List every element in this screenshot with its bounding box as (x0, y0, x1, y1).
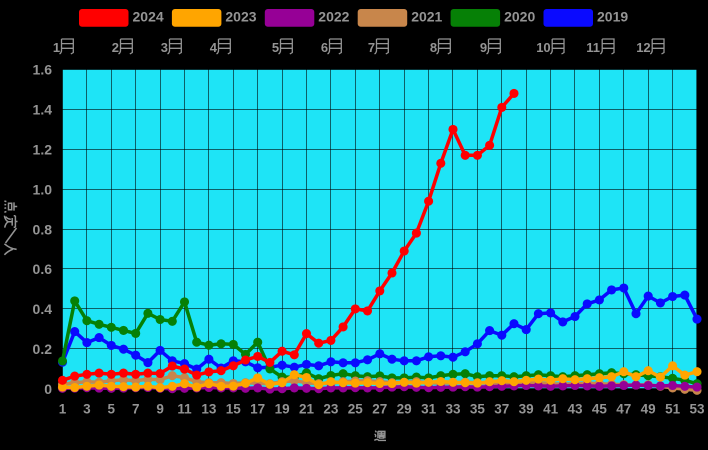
svg-text:0.4: 0.4 (33, 301, 53, 317)
svg-text:1.6: 1.6 (33, 62, 53, 78)
svg-text:35: 35 (470, 401, 486, 416)
svg-text:49: 49 (641, 401, 656, 416)
svg-text:5: 5 (272, 40, 279, 55)
svg-text:25: 25 (348, 401, 364, 416)
svg-text:41: 41 (543, 401, 559, 416)
svg-text:33: 33 (445, 401, 461, 416)
svg-text:7: 7 (368, 40, 375, 55)
svg-text:3: 3 (161, 40, 168, 55)
svg-text:27: 27 (372, 401, 387, 416)
svg-text:39: 39 (519, 401, 534, 416)
svg-text:5: 5 (108, 401, 116, 416)
svg-text:43: 43 (567, 401, 583, 416)
svg-text:1: 1 (53, 40, 60, 55)
svg-text:1.4: 1.4 (33, 102, 53, 118)
svg-text:47: 47 (616, 401, 631, 416)
svg-text:17: 17 (250, 401, 265, 416)
svg-text:21: 21 (299, 401, 315, 416)
svg-text:23: 23 (323, 401, 339, 416)
svg-text:8: 8 (430, 40, 437, 55)
svg-text:0: 0 (44, 381, 52, 397)
svg-text:12: 12 (636, 40, 650, 55)
svg-text:31: 31 (421, 401, 437, 416)
svg-text:10: 10 (536, 40, 550, 55)
svg-text:29: 29 (397, 401, 412, 416)
svg-text:2: 2 (112, 40, 119, 55)
svg-text:37: 37 (494, 401, 509, 416)
svg-text:11: 11 (177, 401, 192, 416)
svg-text:0.8: 0.8 (33, 221, 53, 237)
svg-text:1: 1 (59, 401, 67, 416)
svg-text:1.2: 1.2 (33, 142, 53, 158)
svg-text:15: 15 (226, 401, 242, 416)
svg-text:11: 11 (586, 40, 600, 55)
svg-text:0.2: 0.2 (33, 341, 53, 357)
svg-text:51: 51 (665, 401, 681, 416)
svg-text:2023: 2023 (225, 9, 256, 25)
svg-text:2021: 2021 (411, 9, 442, 25)
svg-text:1.0: 1.0 (33, 181, 53, 197)
svg-text:9: 9 (156, 401, 164, 416)
svg-text:9: 9 (480, 40, 487, 55)
svg-text:19: 19 (275, 401, 290, 416)
svg-text:2022: 2022 (318, 9, 349, 25)
svg-text:4: 4 (210, 40, 218, 55)
svg-text:45: 45 (592, 401, 608, 416)
svg-text:7: 7 (132, 401, 140, 416)
svg-text:2020: 2020 (504, 9, 535, 25)
svg-text:0.6: 0.6 (33, 261, 53, 277)
svg-text:2024: 2024 (133, 9, 164, 25)
svg-text:2019: 2019 (597, 9, 628, 25)
svg-text:13: 13 (201, 401, 217, 416)
svg-text:3: 3 (83, 401, 91, 416)
svg-text:6: 6 (321, 40, 328, 55)
svg-text:53: 53 (689, 401, 705, 416)
